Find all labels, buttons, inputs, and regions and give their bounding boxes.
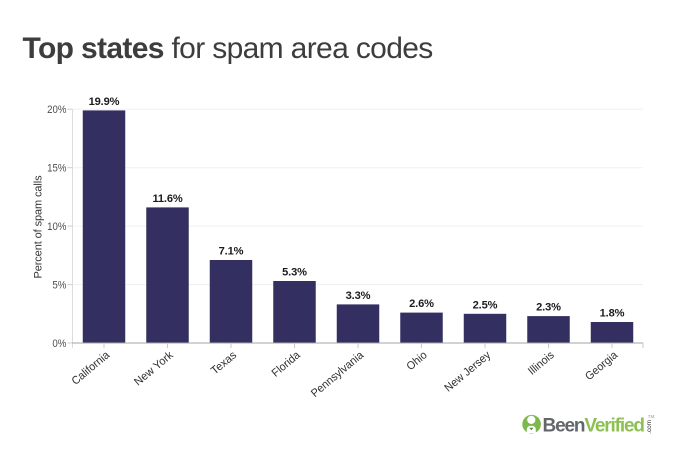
svg-text:7.1%: 7.1%: [219, 246, 244, 258]
svg-text:19.9%: 19.9%: [89, 96, 120, 108]
svg-text:20%: 20%: [47, 104, 66, 116]
svg-text:California: California: [70, 349, 113, 388]
svg-text:New York: New York: [132, 349, 176, 388]
svg-text:0%: 0%: [52, 338, 66, 350]
svg-text:10%: 10%: [47, 221, 66, 233]
svg-text:Pennsylvania: Pennsylvania: [309, 349, 367, 400]
svg-text:2.6%: 2.6%: [409, 298, 434, 310]
svg-text:Illinois: Illinois: [526, 349, 557, 378]
svg-text:11.6%: 11.6%: [152, 193, 182, 205]
svg-text:.com: .com: [646, 420, 653, 434]
svg-text:™: ™: [647, 414, 655, 423]
svg-text:BeenVerified: BeenVerified: [543, 416, 645, 437]
svg-text:2.3%: 2.3%: [536, 302, 561, 314]
svg-text:Georgia: Georgia: [583, 349, 620, 383]
svg-text:Texas: Texas: [209, 349, 239, 377]
svg-text:Ohio: Ohio: [405, 349, 430, 373]
svg-text:Top states for spam area codes: Top states for spam area codes: [23, 32, 433, 65]
svg-text:5%: 5%: [52, 280, 66, 292]
svg-text:2.5%: 2.5%: [473, 299, 498, 311]
svg-text:Percent of spam calls: Percent of spam calls: [33, 175, 45, 279]
svg-text:1.8%: 1.8%: [600, 308, 625, 320]
svg-text:15%: 15%: [47, 163, 66, 175]
svg-text:5.3%: 5.3%: [282, 267, 307, 279]
svg-text:Florida: Florida: [270, 349, 303, 380]
svg-text:New Jersey: New Jersey: [442, 349, 493, 394]
svg-text:3.3%: 3.3%: [346, 290, 371, 302]
